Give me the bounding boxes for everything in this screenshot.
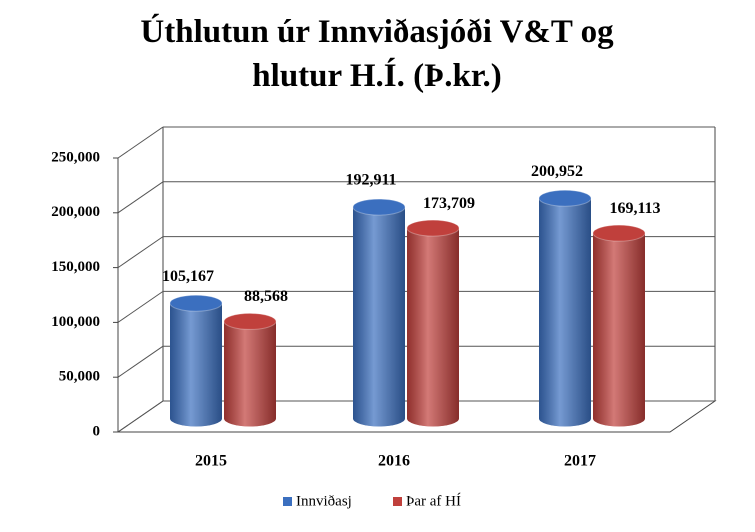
value-label: 169,113	[609, 200, 660, 217]
y-tick-label: 0	[93, 423, 101, 439]
y-tick-label: 150,000	[51, 259, 100, 275]
bar-shade	[407, 228, 459, 427]
bar-top	[223, 312, 277, 330]
grid-line	[117, 400, 164, 433]
bar-top	[592, 224, 646, 242]
x-tick-label: 2015	[195, 453, 227, 470]
x-tick-label: 2017	[564, 453, 596, 470]
grid-line	[117, 345, 164, 378]
grid-line	[117, 181, 164, 214]
value-label: 173,709	[423, 195, 475, 212]
value-label: 192,911	[345, 172, 396, 189]
bar-shade	[224, 321, 276, 427]
bar-shade	[353, 207, 405, 427]
legend-swatch	[283, 497, 292, 506]
y-tick-label: 200,000	[51, 204, 100, 220]
bar-shade	[170, 303, 222, 427]
bar-shade	[593, 233, 645, 427]
bar-top	[169, 294, 223, 312]
y-tick-label: 50,000	[59, 369, 100, 385]
bar-top	[406, 219, 460, 237]
value-label: 200,952	[531, 163, 583, 180]
bar-shade	[539, 198, 591, 427]
y-tick-label: 250,000	[51, 149, 100, 165]
legend-label: Þar af HÍ	[406, 492, 461, 509]
value-label: 88,568	[244, 288, 288, 305]
x-tick-label: 2016	[378, 453, 410, 470]
grid-line	[117, 290, 164, 323]
chart-title: Úthlutun úr Innviðasjóði V&T og hlutur H…	[140, 14, 614, 94]
value-label: 105,167	[162, 268, 214, 285]
y-tick-label: 100,000	[51, 314, 100, 330]
bar-top	[352, 198, 406, 216]
grid-line	[117, 236, 164, 269]
grid-line	[117, 126, 164, 159]
legend-label: Innviðasj	[296, 493, 352, 509]
legend-swatch	[393, 497, 402, 506]
bar-top	[538, 189, 592, 207]
